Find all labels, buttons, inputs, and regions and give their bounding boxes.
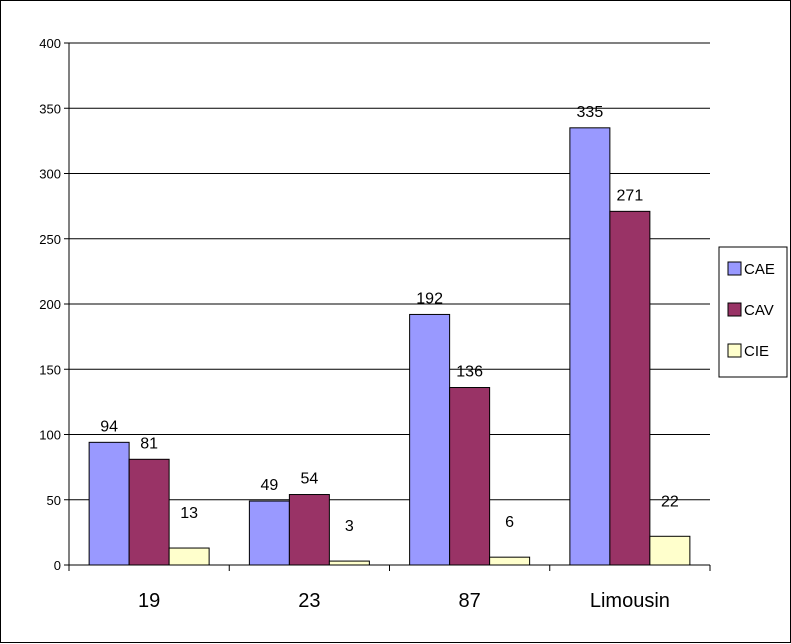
x-category-label: Limousin bbox=[590, 590, 670, 612]
bar-cav bbox=[609, 210, 651, 566]
bar-cav bbox=[449, 387, 491, 566]
x-category-label: 87 bbox=[459, 590, 481, 612]
data-label: 136 bbox=[456, 364, 483, 381]
data-label: 54 bbox=[300, 471, 318, 488]
bars bbox=[88, 127, 691, 566]
data-label: 3 bbox=[345, 518, 354, 535]
y-tick-label: 150 bbox=[39, 362, 61, 377]
data-label: 335 bbox=[577, 104, 604, 121]
bar-cae bbox=[88, 441, 130, 566]
data-label: 94 bbox=[100, 418, 118, 435]
y-tick-label: 50 bbox=[47, 493, 61, 508]
legend-swatch-cav bbox=[727, 302, 742, 317]
grid-lines bbox=[69, 42, 710, 501]
y-tick-label: 400 bbox=[39, 36, 61, 51]
data-label: 22 bbox=[661, 493, 679, 510]
legend-label: CIE bbox=[744, 343, 769, 360]
y-tick-label: 100 bbox=[39, 428, 61, 443]
bar-cie bbox=[328, 560, 370, 566]
data-label: 6 bbox=[505, 514, 514, 531]
bar-cav bbox=[128, 458, 170, 566]
bar-cie bbox=[168, 547, 210, 566]
y-tick-label: 250 bbox=[39, 232, 61, 247]
y-tick-label: 300 bbox=[39, 167, 61, 182]
legend-swatch-cie bbox=[727, 343, 742, 358]
bar-cie bbox=[649, 535, 691, 566]
data-label: 271 bbox=[617, 187, 644, 204]
y-tick-label: 0 bbox=[54, 558, 61, 573]
legend-label: CAE bbox=[744, 261, 775, 278]
legend-label: CAV bbox=[744, 302, 774, 319]
x-category-label: 23 bbox=[298, 590, 320, 612]
bar-cae bbox=[569, 127, 611, 566]
bar-cav bbox=[288, 494, 330, 566]
data-label: 13 bbox=[180, 505, 198, 522]
bar-cae bbox=[248, 500, 290, 566]
y-tick-label: 200 bbox=[39, 297, 61, 312]
legend-swatch-cae bbox=[727, 261, 742, 276]
data-labels: 94 49 192 335 81 54 136 271 13 3 6 22 bbox=[100, 104, 679, 535]
data-label: 49 bbox=[260, 477, 278, 494]
bar-cie bbox=[489, 556, 531, 566]
data-label: 192 bbox=[416, 290, 443, 307]
y-tick-label: 350 bbox=[39, 101, 61, 116]
data-label: 81 bbox=[140, 435, 158, 452]
x-category-label: 19 bbox=[138, 590, 160, 612]
bar-cae bbox=[409, 313, 451, 566]
legend: CAE CAV CIE bbox=[718, 246, 788, 378]
